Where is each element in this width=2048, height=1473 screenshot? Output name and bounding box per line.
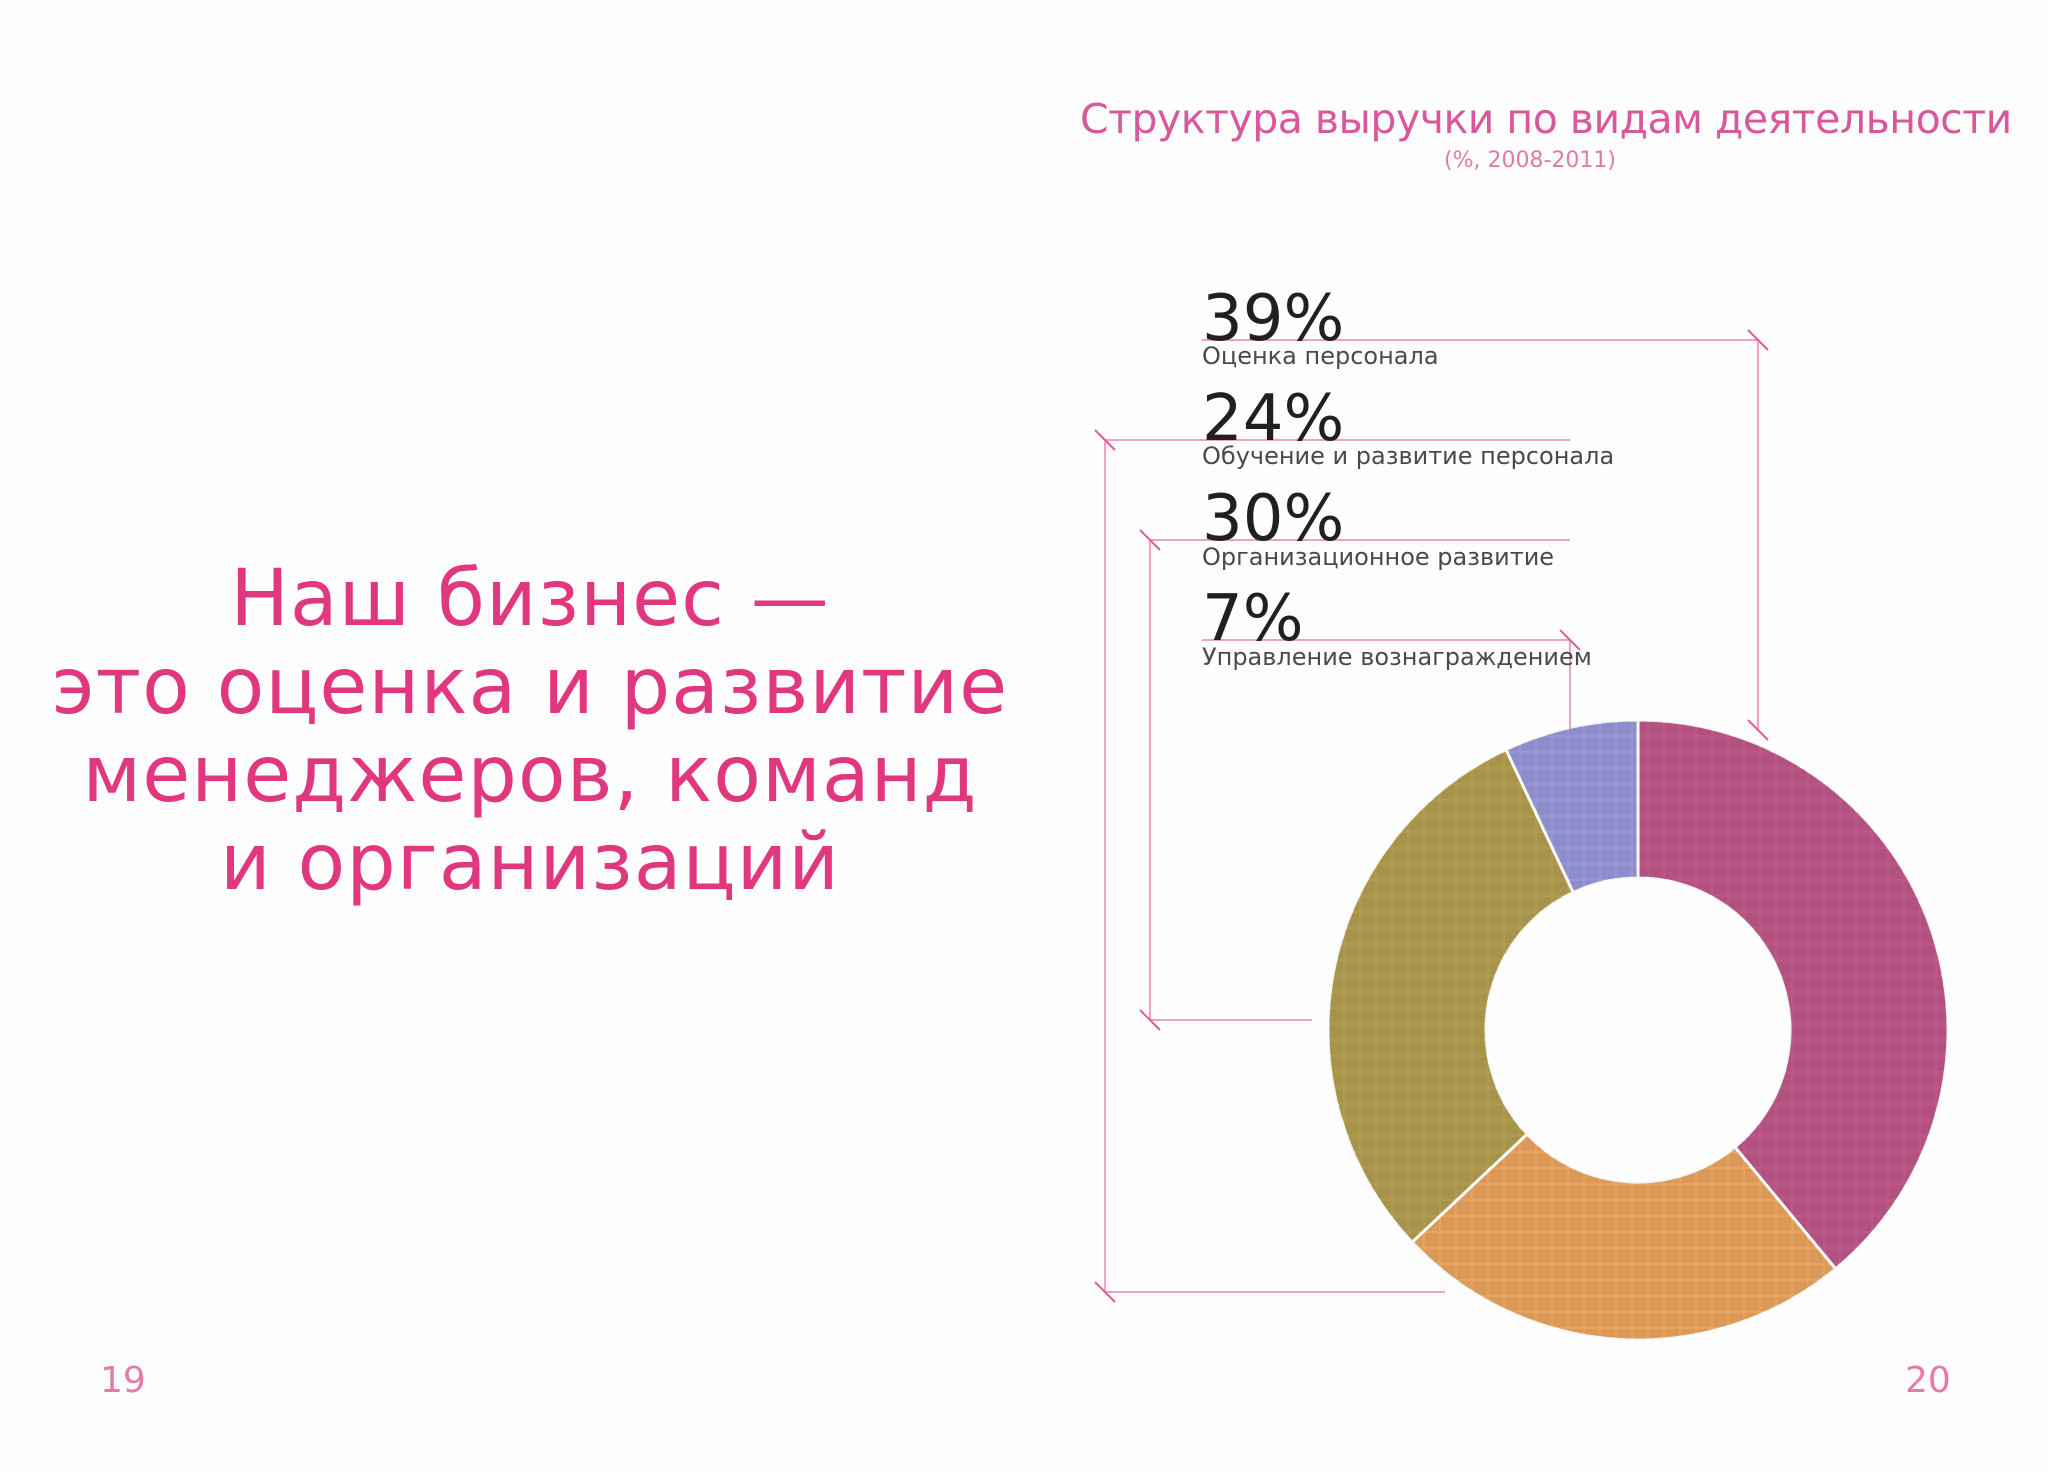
leader-4: [1202, 629, 1581, 730]
headline-line-2: это оценка и развитие: [51, 642, 1009, 732]
slice-1-name: Оценка персонала: [1202, 342, 1439, 370]
leader-2: [1094, 429, 1570, 1303]
headline: Наш бизнес — это оценка и развитие менед…: [40, 555, 1020, 907]
slice-1-percent: 39%: [1202, 282, 1344, 356]
slice-2-name: Обучение и развитие персонала: [1202, 442, 1614, 470]
headline-line-1: Наш бизнес —: [230, 554, 830, 644]
chart-title: Структура выручки по видам деятельности: [1080, 95, 2012, 143]
page-number-right: 20: [1905, 1360, 1951, 1401]
headline-line-4: и организаций: [220, 818, 840, 908]
leader-1: [1202, 329, 1769, 741]
slice-2-percent: 24%: [1202, 382, 1344, 456]
slice-4-percent: 7%: [1202, 582, 1304, 656]
slice-3-name: Организационное развитие: [1202, 543, 1554, 571]
slice-3-percent: 30%: [1202, 482, 1344, 556]
slice-4: [1504, 718, 1640, 895]
headline-line-3: менеджеров, команд: [82, 730, 978, 820]
leader-3: [1139, 529, 1570, 1031]
slice-1: [1636, 718, 1950, 1271]
slice-2: [1409, 1131, 1838, 1342]
page-number-left: 19: [100, 1360, 146, 1401]
slice-3: [1326, 747, 1576, 1245]
chart-subtitle: (%, 2008-2011): [1444, 148, 1616, 173]
slice-4-name: Управление вознаграждением: [1202, 643, 1592, 671]
